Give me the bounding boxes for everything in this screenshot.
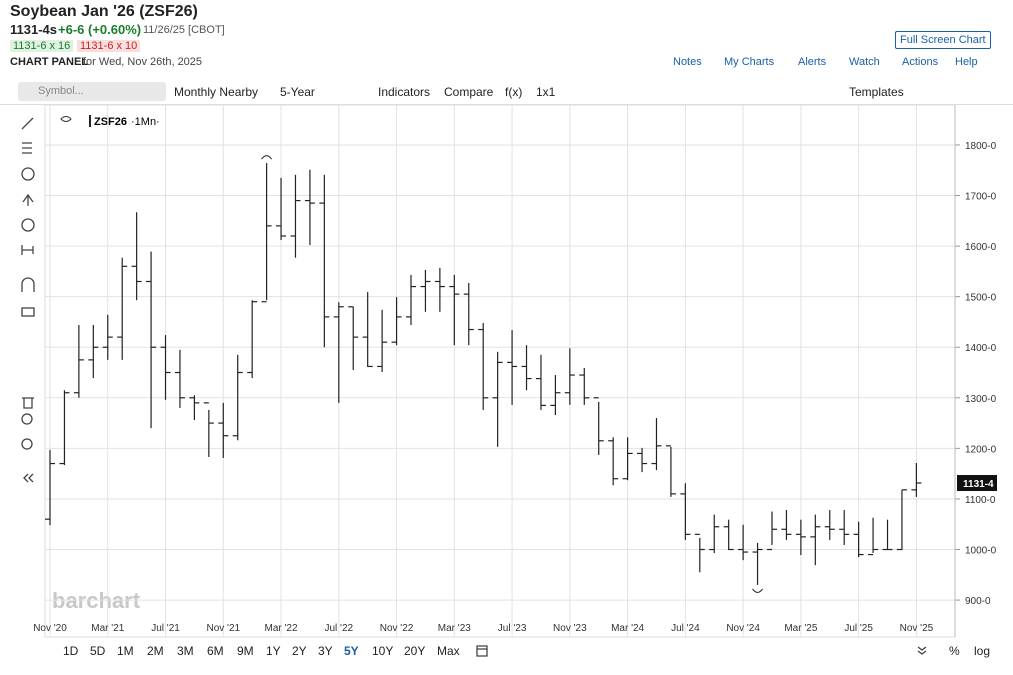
icon[interactable] bbox=[22, 193, 34, 206]
icon[interactable] bbox=[21, 307, 35, 317]
y-tick-label: 1400-0 bbox=[965, 343, 997, 354]
range-button[interactable]: 20Y bbox=[404, 644, 426, 658]
bid: 1131-6 x 16 bbox=[10, 40, 74, 52]
icon[interactable] bbox=[21, 167, 35, 181]
icon[interactable] bbox=[21, 117, 34, 130]
icons bbox=[21, 117, 927, 657]
x-tick-label: Nov '21 bbox=[206, 623, 240, 634]
range-button[interactable]: 5Y bbox=[344, 644, 359, 658]
high-marker bbox=[261, 155, 273, 160]
link[interactable]: My Charts bbox=[724, 56, 775, 68]
link[interactable]: Alerts bbox=[798, 56, 827, 68]
toolbar-item[interactable]: Indicators bbox=[378, 85, 431, 99]
panel-date: for Wed, Nov 26th, 2025 bbox=[83, 56, 203, 68]
toolbar-item[interactable]: Compare bbox=[444, 85, 494, 99]
icon[interactable] bbox=[476, 645, 488, 657]
x-tick-label: Nov '24 bbox=[726, 623, 760, 634]
x-tick-label: Mar '23 bbox=[438, 623, 471, 634]
icon[interactable] bbox=[21, 438, 33, 450]
icon[interactable] bbox=[917, 646, 927, 655]
x-tick-label: Jul '23 bbox=[498, 623, 527, 634]
legend-interval: ·1Mn· bbox=[131, 116, 160, 128]
range-button[interactable]: 3Y bbox=[318, 644, 333, 658]
icon[interactable] bbox=[21, 245, 34, 255]
legend-marker bbox=[89, 115, 91, 127]
plot-frame bbox=[44, 104, 956, 638]
toolbar-item[interactable]: Monthly Nearby bbox=[174, 85, 259, 99]
x-tick-label: Mar '22 bbox=[265, 623, 298, 634]
icon[interactable] bbox=[23, 473, 34, 483]
icon[interactable] bbox=[21, 218, 35, 232]
y-tick-label: 1000-0 bbox=[965, 546, 997, 557]
title: Soybean Jan '26 (ZSF26) bbox=[10, 3, 198, 20]
low-marker bbox=[752, 588, 763, 593]
y-tick-label: 900-0 bbox=[965, 596, 991, 607]
range-button[interactable]: 3M bbox=[177, 644, 194, 658]
toolbar-item[interactable]: f(x) bbox=[505, 85, 523, 99]
toolbar-item[interactable]: 1x1 bbox=[536, 85, 556, 99]
placeholder: Symbol... bbox=[38, 85, 84, 97]
range-button[interactable]: 5D bbox=[90, 644, 106, 658]
last-price-box bbox=[957, 475, 997, 492]
x-tick-label: Nov '20 bbox=[33, 623, 67, 634]
scale-option[interactable]: % bbox=[949, 644, 960, 658]
x-tick-label: Nov '22 bbox=[380, 623, 414, 634]
x-tick-label: Jul '22 bbox=[325, 623, 354, 634]
legend-symbol: ZSF26 bbox=[94, 116, 127, 128]
range-button[interactable]: 1D bbox=[63, 644, 79, 658]
link[interactable]: Actions bbox=[902, 56, 939, 68]
icon[interactable] bbox=[21, 277, 35, 292]
link[interactable]: Watch bbox=[849, 56, 880, 68]
symbol-search[interactable]: Symbol... bbox=[18, 82, 166, 101]
ask: 1131-6 x 10 bbox=[77, 40, 141, 52]
full-screen-button[interactable]: Full Screen Chart bbox=[895, 31, 991, 49]
y-tick-label: 1600-0 bbox=[965, 242, 997, 253]
icon[interactable] bbox=[22, 142, 32, 154]
range-button[interactable]: 6M bbox=[207, 644, 224, 658]
range-button[interactable]: 1Y bbox=[266, 644, 281, 658]
plot bbox=[45, 105, 955, 637]
range-button[interactable]: 10Y bbox=[372, 644, 394, 658]
y-tick-label: 1100-0 bbox=[965, 495, 996, 506]
range-button[interactable]: 2M bbox=[147, 644, 164, 658]
y-tick-label: 1700-0 bbox=[965, 192, 997, 203]
price: 1131-4s bbox=[10, 22, 57, 37]
scale-option[interactable]: log bbox=[974, 644, 991, 658]
quote-date: 11/26/25 [CBOT] bbox=[143, 24, 225, 36]
link[interactable]: Help bbox=[955, 56, 978, 68]
range-button[interactable]: Max bbox=[437, 644, 460, 658]
y-tick-label: 1200-0 bbox=[965, 444, 997, 455]
panel-label: CHART PANEL bbox=[10, 56, 89, 68]
toolbar-item[interactable]: 5-Year bbox=[280, 85, 315, 99]
y-tick-label: 1300-0 bbox=[965, 394, 997, 405]
range-button[interactable]: 1M bbox=[117, 644, 134, 658]
change: +6-6 (+0.60%) bbox=[58, 22, 142, 37]
x-tick-label: Mar '25 bbox=[784, 623, 817, 634]
x-tick-label: Mar '24 bbox=[611, 623, 644, 634]
icon[interactable] bbox=[21, 413, 33, 425]
eye-icon[interactable] bbox=[60, 116, 72, 122]
x-tick-label: Jul '21 bbox=[151, 623, 180, 634]
x-tick-label: Mar '21 bbox=[91, 623, 124, 634]
last-price-label: 1131-4 bbox=[963, 479, 994, 490]
y-tick-label: 1800-0 bbox=[965, 141, 997, 152]
icon[interactable] bbox=[22, 397, 34, 409]
x-tick-label: Nov '25 bbox=[900, 623, 934, 634]
range-button[interactable]: 2Y bbox=[292, 644, 307, 658]
x-tick-label: Nov '23 bbox=[553, 623, 587, 634]
link[interactable]: Notes bbox=[673, 56, 702, 68]
x-tick-label: Jul '25 bbox=[844, 623, 873, 634]
x-tick-label: Jul '24 bbox=[671, 623, 700, 634]
y-tick-label: 1500-0 bbox=[965, 293, 997, 304]
range-button[interactable]: 9M bbox=[237, 644, 254, 658]
toolbar-item[interactable]: Templates bbox=[849, 85, 904, 99]
